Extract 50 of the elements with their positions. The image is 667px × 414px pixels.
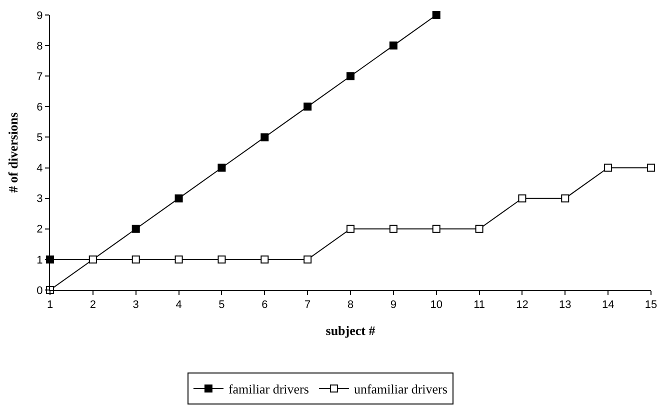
point — [389, 42, 398, 50]
point — [132, 255, 140, 264]
point — [260, 133, 269, 142]
point — [475, 224, 484, 233]
y-tick-label: 4 — [36, 162, 43, 175]
x-tick-label: 3 — [132, 299, 139, 312]
point — [346, 72, 354, 80]
point — [174, 255, 183, 264]
point — [432, 224, 440, 233]
y-tick-label: 8 — [36, 40, 43, 52]
point — [561, 194, 570, 202]
x-tick-label: 12 — [516, 299, 528, 312]
point — [304, 255, 312, 264]
y-axis-title: # of diversions — [6, 112, 21, 193]
point — [389, 224, 398, 233]
point — [518, 194, 526, 202]
y-tick-label: 9 — [36, 10, 43, 22]
y-tick-label: 5 — [36, 132, 43, 144]
x-tick-label: 14 — [602, 299, 614, 312]
y-tick-label: 3 — [36, 193, 43, 206]
x-tick-label: 8 — [347, 299, 354, 312]
y-tick-label: 0 — [36, 284, 43, 297]
legend-label: unfamiliar drivers — [354, 382, 448, 397]
x-tick-label: 9 — [390, 299, 396, 312]
x-tick-label: 4 — [176, 299, 182, 312]
point — [647, 164, 655, 172]
point — [304, 102, 312, 111]
point — [346, 224, 354, 233]
x-tick-label: 1 — [46, 299, 54, 312]
x-tick-label: 6 — [262, 299, 268, 312]
legend-label: familiar drivers — [228, 382, 309, 397]
point — [218, 255, 226, 264]
x-tick-label: 11 — [474, 299, 485, 312]
y-tick-label: 6 — [36, 102, 43, 114]
point — [218, 164, 226, 172]
y-tick-label: 7 — [36, 70, 43, 83]
point — [432, 11, 440, 19]
point — [132, 224, 140, 233]
x-tick-label: 7 — [304, 299, 311, 312]
x-tick-label: 2 — [90, 299, 96, 312]
x-tick-label: 13 — [559, 299, 572, 312]
y-tick-label: 1 — [36, 254, 43, 266]
x-tick-label: 10 — [430, 299, 442, 312]
x-tick-label: 15 — [644, 299, 658, 312]
x-tick-label: 5 — [218, 299, 225, 312]
point — [260, 255, 269, 264]
point — [604, 164, 612, 172]
x-axis-title: subject # — [326, 322, 376, 338]
point — [174, 194, 183, 202]
y-tick-label: 2 — [36, 224, 43, 236]
